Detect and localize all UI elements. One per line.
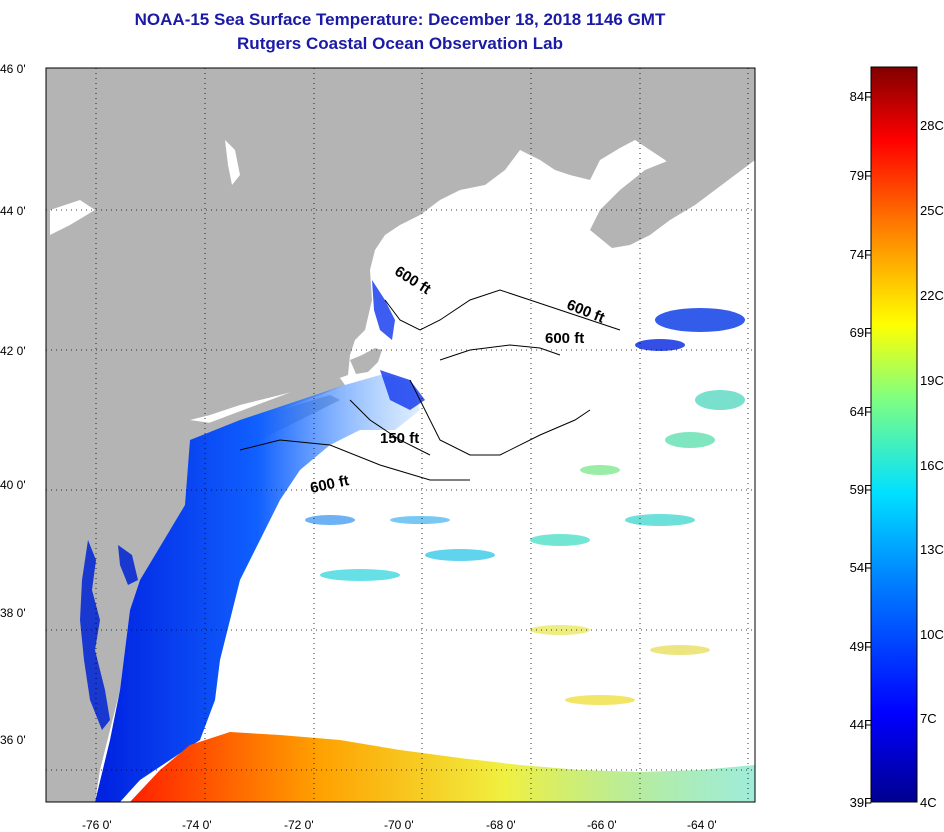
colorbar-f-label: 54F (849, 560, 872, 575)
land-long-island (190, 378, 345, 435)
colorbar-c-label: 25C (920, 203, 944, 218)
colorbar-f-label: 59F (849, 482, 872, 497)
colorbar-f-label: 49F (849, 639, 872, 654)
contour-label: 600 ft (545, 330, 585, 347)
colorbar-c-label: 22C (920, 288, 944, 303)
colorbar-f-label: 74F (849, 247, 872, 262)
map-border (45, 67, 756, 803)
map-title: NOAA-15 Sea Surface Temperature: Decembe… (134, 10, 666, 29)
lon-label: -64 0' (687, 818, 717, 832)
coastal-cold-water (95, 375, 420, 802)
gulf-stream-warm (130, 732, 755, 802)
land-nova-scotia (590, 125, 755, 248)
lon-label: -72 0' (284, 818, 314, 832)
bathymetry-contours (239, 289, 621, 481)
lat-lon-grid (46, 68, 755, 802)
colorbar-f-label: 79F (849, 168, 872, 183)
lat-label: 36 0' (0, 733, 26, 747)
colorbar-f-label: 44F (849, 717, 872, 732)
colorbar-c-label: 19C (920, 373, 944, 388)
map-subtitle: Rutgers Coastal Ocean Observation Lab (237, 34, 563, 53)
lon-label: -66 0' (587, 818, 617, 832)
lake-ontario (50, 200, 95, 235)
colorbar-f-label: 69F (849, 325, 872, 340)
lon-label: -74 0' (182, 818, 212, 832)
gulf-of-maine-cold-patch (372, 280, 395, 340)
colorbar-c-label: 28C (920, 118, 944, 133)
colorbar-c-label: 4C (920, 795, 937, 810)
chesapeake-bay (80, 540, 110, 730)
colorbar-f-label: 64F (849, 404, 872, 419)
mid-ocean-patches (305, 308, 745, 705)
lake-champlain (225, 140, 240, 185)
lat-label: 42 0' (0, 344, 26, 358)
land-north-america (46, 68, 755, 802)
lat-label: 46 0' (0, 62, 26, 76)
lat-label: 38 0' (0, 606, 26, 620)
colorbar (870, 66, 918, 803)
lat-label: 44 0' (0, 204, 26, 218)
contour-label: 150 ft (380, 430, 420, 447)
colorbar-f-label: 39F (849, 795, 872, 810)
gulf-of-maine-cold-patch-2 (380, 370, 425, 410)
colorbar-f-label: 84F (849, 89, 872, 104)
colorbar-c-label: 16C (920, 458, 944, 473)
lon-label: -70 0' (384, 818, 414, 832)
colorbar-c-label: 13C (920, 542, 944, 557)
colorbar-c-label: 7C (920, 711, 937, 726)
delaware-bay (118, 545, 138, 585)
colorbar-c-label: 10C (920, 627, 944, 642)
lat-label: 40 0' (0, 478, 26, 492)
lon-label: -76 0' (82, 818, 112, 832)
land-cape-cod (350, 348, 382, 374)
lon-label: -68 0' (486, 818, 516, 832)
